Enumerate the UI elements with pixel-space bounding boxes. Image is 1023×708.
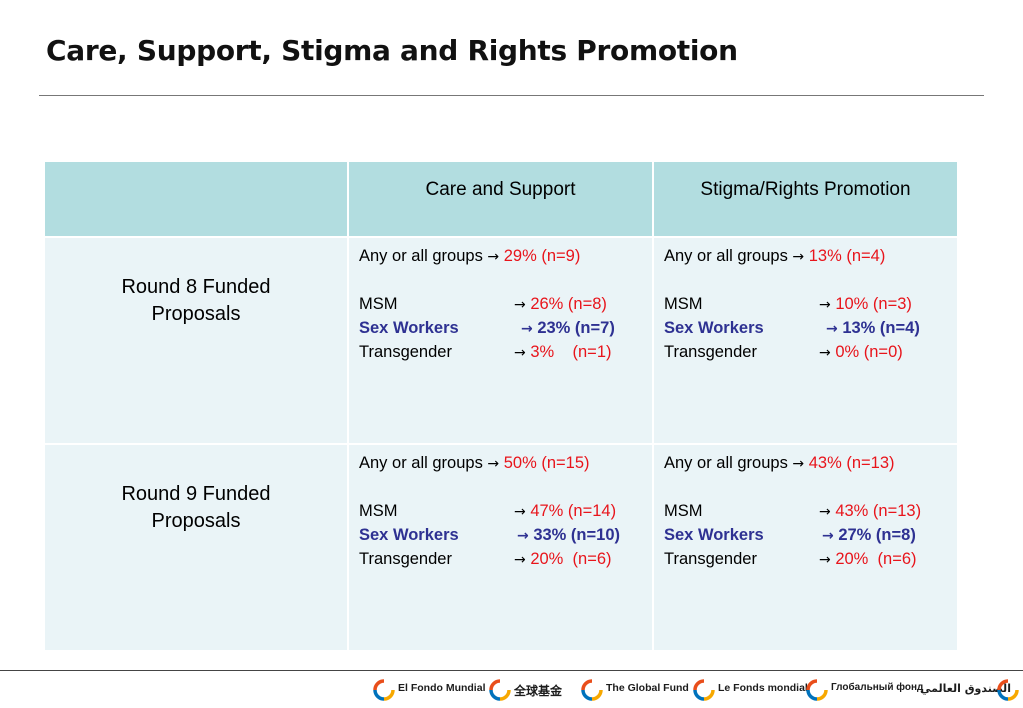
list-item: Transgender → 0% (n=0) [664,343,903,361]
list-item: Transgender → 3% (n=1) [359,343,612,361]
table-row: Round 9 Funded Proposals Any or all group… [43,443,959,652]
list-item: Transgender → 20% (n=6) [359,550,612,568]
arrow-right-icon: → [514,504,526,520]
list-item: Sex Workers → 13% (n=4) [664,319,920,337]
header-empty [43,160,349,238]
header-stigma-rights: Stigma/Rights Promotion [652,160,959,238]
list-item: Transgender → 20% (n=6) [664,550,917,568]
footer-divider [0,670,1023,671]
list-item: MSM → 43% (n=13) [664,502,922,520]
cell-round9-stigma: Any or all groups → 43% (n=13) MSM → 43%… [652,443,959,652]
list-item: Any or all groups → 43% (n=13) [664,454,895,472]
title-divider [39,95,984,96]
global-fund-logo-icon [997,679,1019,701]
funding-table: Care and Support Stigma/Rights Promotion… [43,160,959,652]
arrow-right-icon: → [487,249,500,265]
table-row: Round 8 Funded Proposals Any or all group… [43,236,959,445]
arrow-right-icon: → [514,297,526,313]
row-label-round-9: Round 9 Funded Proposals [43,443,349,652]
cell-round9-care: Any or all groups → 50% (n=15) MSM → 47%… [347,443,654,652]
global-fund-logo-icon [373,679,395,701]
global-fund-logo-icon [489,679,511,701]
arrow-right-icon: → [819,297,831,313]
arrow-right-icon: → [819,345,831,361]
table-header-row: Care and Support Stigma/Rights Promotion [43,160,959,238]
row-label-round-8: Round 8 Funded Proposals [43,236,349,445]
list-item: MSM → 10% (n=3) [664,295,912,313]
arrow-right-icon: → [487,456,500,472]
cell-round8-care: Any or all groups → 29% (n=9) MSM → 26% … [347,236,654,445]
slide-title: Care, Support, Stigma and Rights Promoti… [46,34,738,67]
list-item: Any or all groups → 13% (n=4) [664,247,886,265]
header-care-support: Care and Support [347,160,654,238]
arrow-right-icon: → [792,249,805,265]
list-item: Sex Workers → 23% (n=7) [359,319,615,337]
arrow-right-icon: → [514,552,526,568]
arrow-right-icon: → [822,528,834,544]
arrow-right-icon: → [826,321,838,337]
list-item: MSM → 26% (n=8) [359,295,607,313]
global-fund-logo-icon [581,679,603,701]
arrow-right-icon: → [517,528,529,544]
global-fund-logo-icon [806,679,828,701]
arrow-right-icon: → [514,345,526,361]
list-item: Sex Workers → 33% (n=10) [359,526,620,544]
list-item: MSM → 47% (n=14) [359,502,617,520]
global-fund-logo-icon [693,679,715,701]
list-item: Any or all groups → 29% (n=9) [359,247,581,265]
list-item: Sex Workers → 27% (n=8) [664,526,916,544]
arrow-right-icon: → [792,456,805,472]
arrow-right-icon: → [819,552,831,568]
cell-round8-stigma: Any or all groups → 13% (n=4) MSM → 10% … [652,236,959,445]
arrow-right-icon: → [521,321,533,337]
list-item: Any or all groups → 50% (n=15) [359,454,590,472]
footer-logos: El Fondo Mundial 全球基金 The Global Fund Le… [372,676,1022,706]
arrow-right-icon: → [819,504,831,520]
